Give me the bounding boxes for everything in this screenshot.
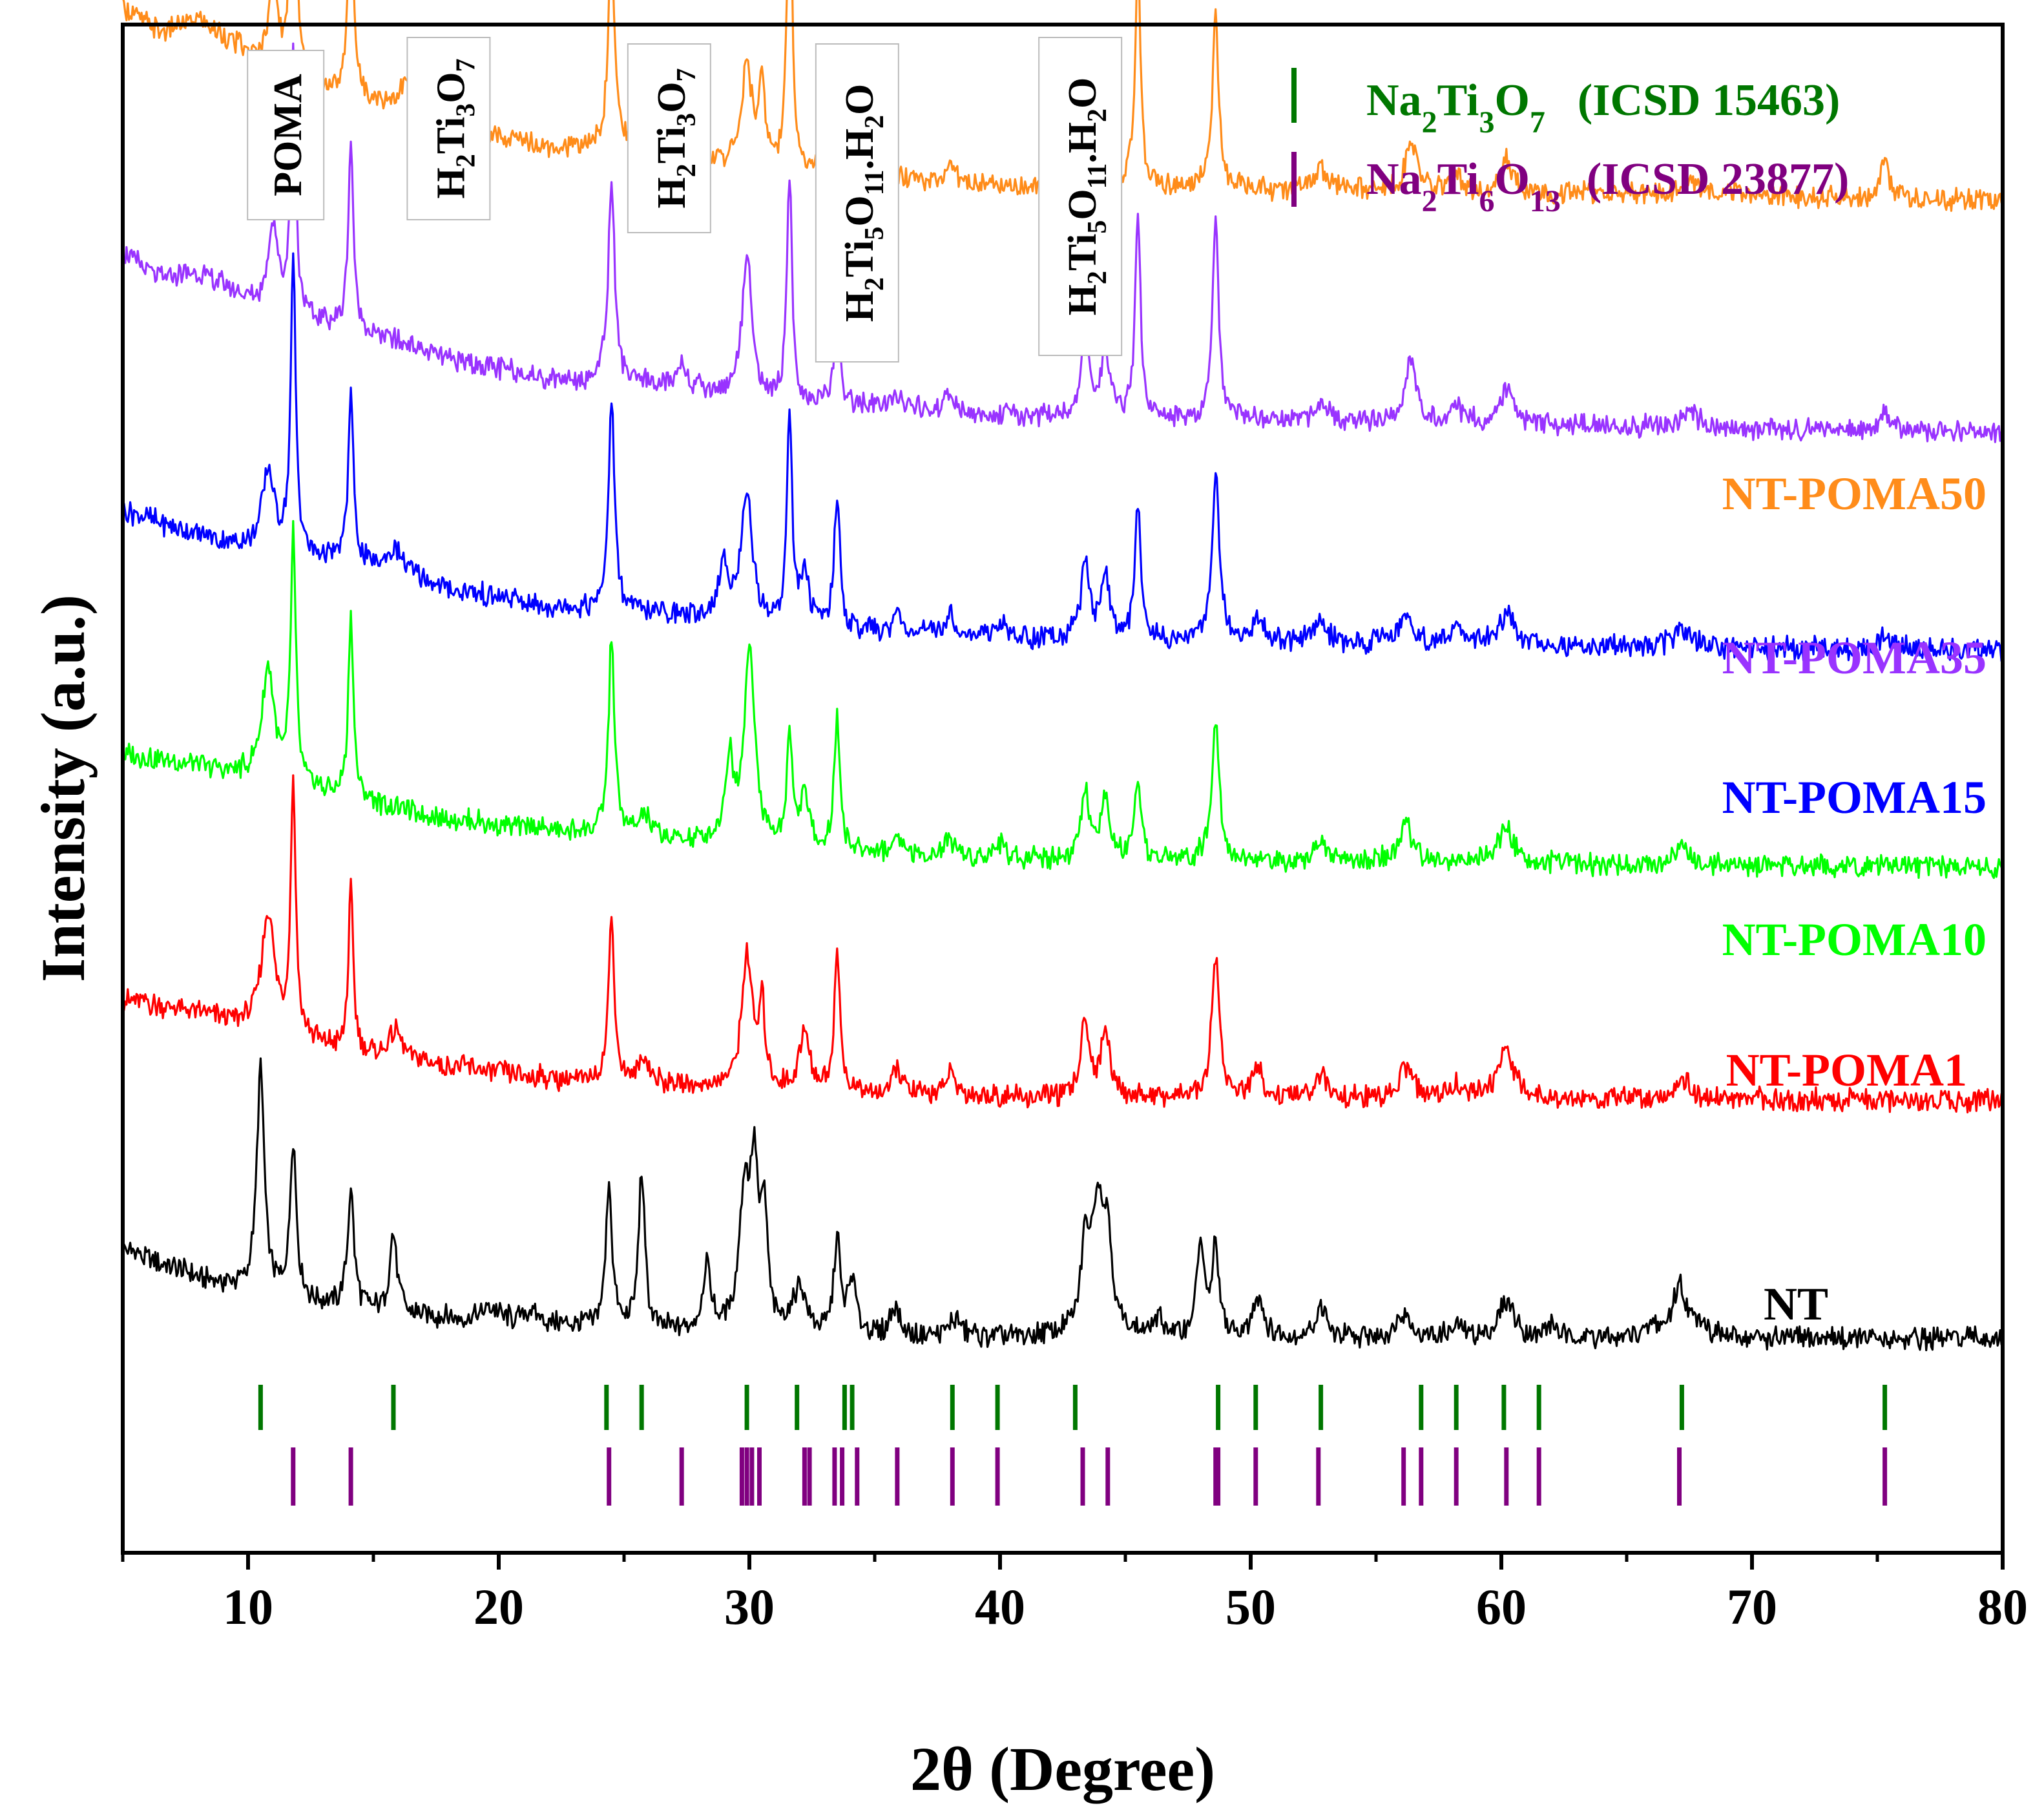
y-axis-title: Intensity (a.u.) [28,594,98,982]
curve-nt-poma10 [121,520,2004,879]
plot-frame [121,23,2005,1555]
x-tick-label: 30 [724,1579,775,1635]
annotation-text: H2Ti5O11.H2O [1061,78,1112,316]
series-label-nt: NT [1764,1278,1828,1330]
curve-nt-poma35 [121,42,2004,443]
series-label-nt-poma1: NT-POMA1 [1726,1044,1967,1096]
series-label-nt-poma50: NT-POMA50 [1722,468,1987,520]
annotation-box [627,43,711,233]
series-label-nt-poma35: NT-POMA35 [1722,632,1987,684]
x-tick-label: 80 [1977,1579,2028,1635]
annotation-text: H2Ti5O11.H2O [838,84,890,322]
annotation-box [247,50,325,220]
phase-annotation-1: H2Ti3O7 [406,37,491,220]
x-tick-label: 10 [223,1579,273,1635]
reference-sticks [258,1385,1888,1506]
curve-nt-poma15 [121,252,2004,662]
x-tick-label: 70 [1727,1579,1777,1635]
x-axis-title: 2θ (Degree) [910,1734,1215,1803]
series-labels: NT-POMA50 NT-POMA35 NT-POMA15 NT-POMA10 … [1722,468,1987,1330]
annotation-text: POMA [266,74,310,196]
annotation-box [406,37,491,220]
annotation-box [1038,37,1123,356]
x-axis-ticks: 10 20 30 40 50 60 70 80 [121,1553,2028,1635]
phase-annotation-0: POMA [247,50,325,220]
phase-annotation-4: H2Ti5O11.H2O [1038,37,1123,356]
phase-annotation-2: H2Ti3O7 [627,43,711,233]
curve-nt [121,1057,2004,1352]
x-tick-label: 40 [975,1579,1025,1635]
x-tick-label: 60 [1476,1579,1527,1635]
annotation-text: H2Ti3O7 [650,68,702,209]
x-tick-label: 20 [474,1579,524,1635]
phase-annotation-3: H2Ti5O11.H2O [815,43,899,363]
series-label-nt-poma15: NT-POMA15 [1722,772,1987,823]
phase-annotations: POMA H2Ti3O7 H2Ti3O7 H2Ti5O11.H2O H2Ti5O11.H… [247,37,1123,363]
x-tick-label: 50 [1225,1579,1276,1635]
annotation-text: H2Ti3O7 [429,59,481,199]
curve-nt-poma1 [121,774,2004,1114]
annotation-box [815,43,899,363]
series-label-nt-poma10: NT-POMA10 [1722,914,1987,965]
